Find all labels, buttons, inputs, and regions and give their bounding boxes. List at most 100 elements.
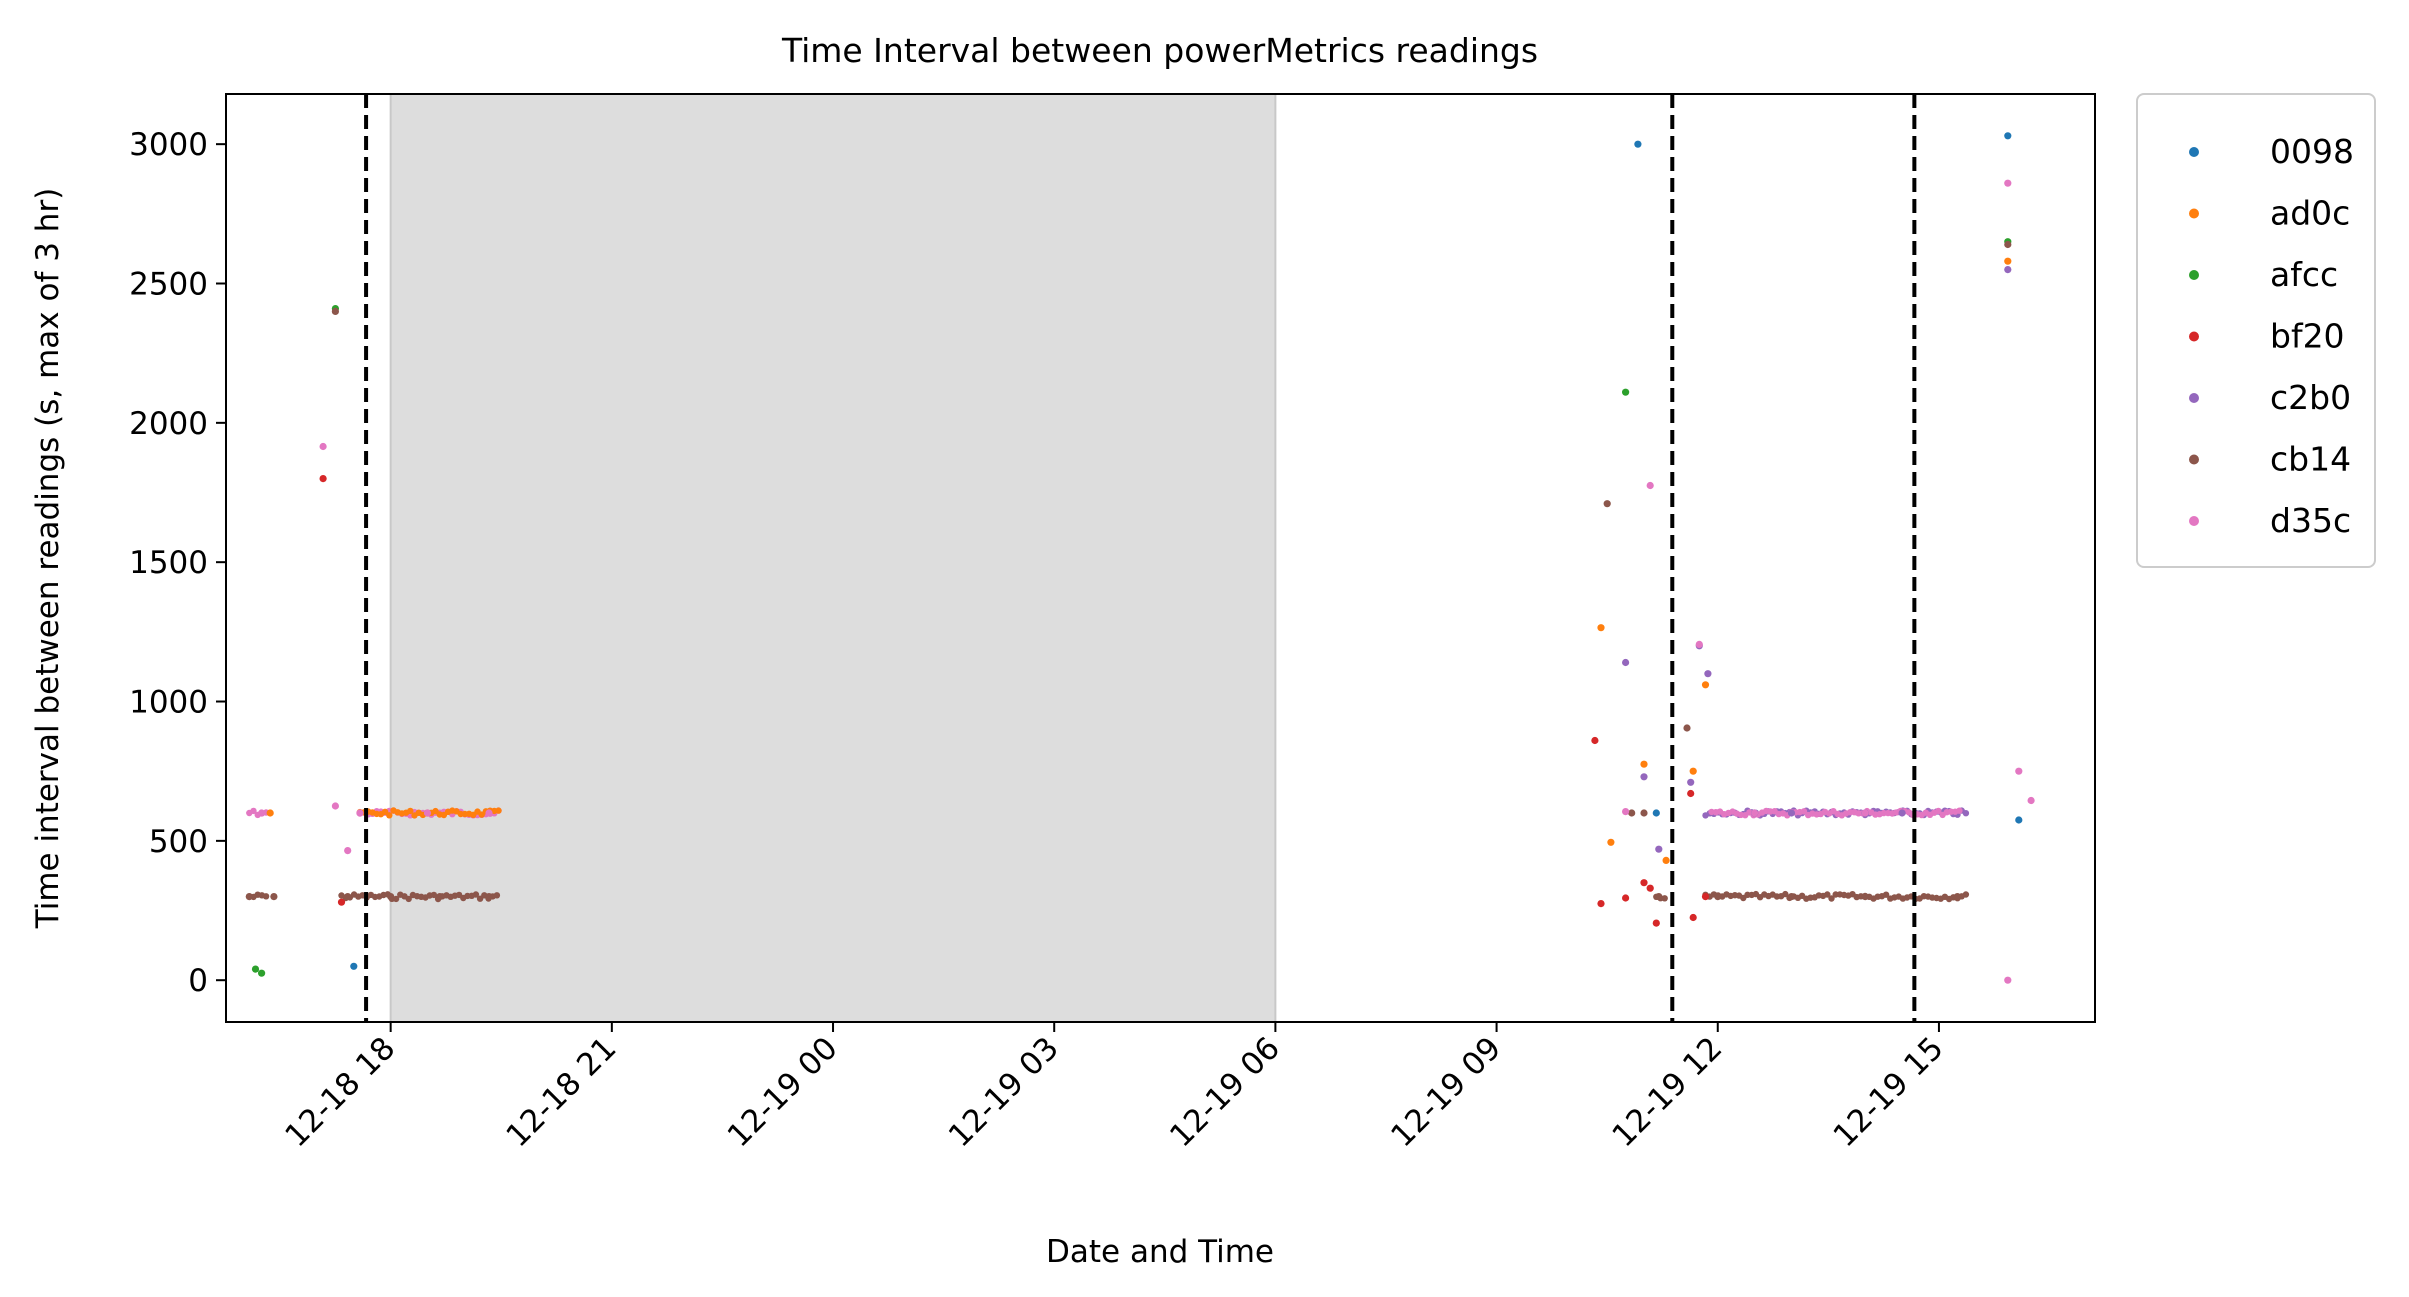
data-point-d35c — [1935, 807, 1942, 815]
data-point-bf20 — [1622, 894, 1630, 902]
data-point-cb14 — [405, 895, 412, 903]
data-point-ad0c — [1597, 624, 1605, 632]
data-point-cb14 — [1683, 724, 1691, 732]
data-point-d35c — [2004, 179, 2012, 187]
data-point-d35c — [250, 807, 257, 815]
data-point-cb14 — [485, 893, 493, 901]
legend-label-d35c: d35c — [2270, 501, 2351, 540]
data-point-bf20 — [1597, 900, 1605, 908]
data-point-cb14 — [493, 892, 501, 899]
data-point-cb14 — [1882, 891, 1890, 898]
data-point-cb14 — [1953, 893, 1961, 901]
shaded-region-rect — [390, 94, 1276, 1022]
legend-label-ad0c: ad0c — [2270, 194, 2350, 233]
legend-label-bf20: bf20 — [2270, 317, 2345, 356]
data-point-cb14 — [430, 891, 438, 899]
y-tick-label: 1000 — [129, 685, 208, 721]
data-point-d35c — [1800, 808, 1808, 815]
data-point-0098 — [2004, 132, 2012, 140]
data-point-c2b0 — [1787, 809, 1796, 817]
legend-label-c2b0: c2b0 — [2270, 378, 2351, 417]
data-point-c2b0 — [1640, 773, 1648, 781]
data-point-bf20 — [1640, 879, 1648, 887]
shaded-region — [389, 94, 1277, 1022]
data-point-ad0c — [1607, 838, 1615, 846]
data-point-cb14 — [1962, 891, 1970, 898]
data-point-cb14 — [1603, 500, 1611, 508]
y-tick-label: 500 — [149, 824, 208, 860]
data-point-d35c — [2004, 976, 2012, 984]
data-point-cb14 — [262, 893, 270, 900]
data-point-ad0c — [1662, 856, 1670, 865]
data-point-ad0c — [1701, 681, 1710, 689]
data-point-cb14 — [1640, 809, 1648, 817]
y-tick-label: 0 — [188, 963, 208, 999]
data-point-0098 — [350, 962, 358, 970]
data-point-cb14 — [1655, 893, 1663, 901]
data-point-cb14 — [245, 893, 253, 901]
data-point-bf20 — [1687, 789, 1695, 798]
data-point-bf20 — [1591, 736, 1599, 745]
data-point-cb14 — [387, 893, 395, 901]
data-point-c2b0 — [1687, 778, 1695, 786]
legend-marker-cb14 — [2189, 454, 2199, 465]
legend-label-afcc: afcc — [2270, 255, 2338, 294]
data-point-cb14 — [472, 891, 480, 898]
data-point-cb14 — [1628, 809, 1636, 817]
data-point-0098 — [2015, 816, 2023, 824]
data-point-cb14 — [392, 895, 400, 903]
data-point-cb14 — [1661, 895, 1668, 902]
data-point-c2b0 — [1655, 845, 1663, 853]
data-point-afcc — [258, 969, 266, 977]
data-point-d35c — [331, 802, 339, 810]
data-point-ad0c — [1640, 760, 1648, 768]
data-point-cb14 — [1861, 893, 1869, 901]
legend-marker-0098 — [2189, 147, 2199, 157]
data-point-d35c — [258, 809, 266, 817]
data-point-cb14 — [344, 893, 352, 901]
data-point-ad0c — [407, 807, 414, 815]
data-point-d35c — [423, 809, 432, 817]
data-point-d35c — [1646, 481, 1654, 490]
data-point-d35c — [2015, 767, 2023, 775]
data-point-afcc — [251, 965, 260, 973]
legend-marker-afcc — [2189, 270, 2199, 280]
data-point-d35c — [344, 847, 352, 855]
data-point-cb14 — [436, 893, 444, 901]
data-point-cb14 — [331, 307, 339, 315]
vertical-dashed-lines — [364, 94, 1917, 1022]
data-point-c2b0 — [2004, 266, 2012, 274]
y-axis-ticks: 0 500 1000 1500 2000 2500 3000 — [129, 127, 226, 999]
data-point-ad0c — [381, 808, 389, 815]
data-point-bf20 — [337, 898, 346, 906]
legend-marker-bf20 — [2189, 331, 2199, 342]
data-point-d35c — [1861, 809, 1869, 817]
data-point-d35c — [319, 442, 327, 451]
y-axis-label: Time interval between readings (s, max o… — [30, 188, 66, 930]
data-point-bf20 — [1646, 884, 1654, 892]
plot-frame — [225, 93, 2096, 1023]
data-point-c2b0 — [1704, 670, 1712, 678]
y-tick-label: 1500 — [129, 545, 208, 581]
data-point-d35c — [1751, 809, 1759, 817]
data-point-d35c — [1695, 640, 1703, 649]
data-point-ad0c — [495, 807, 502, 814]
data-point-bf20 — [1652, 919, 1660, 927]
data-points — [245, 132, 2035, 984]
data-point-cb14 — [1824, 891, 1831, 898]
y-tick-label: 3000 — [129, 127, 208, 163]
data-point-c2b0 — [1898, 809, 1906, 817]
data-point-ad0c — [1689, 767, 1697, 775]
data-point-ad0c — [2004, 257, 2012, 265]
legend-label-0098: 0098 — [2270, 132, 2354, 171]
data-point-bf20 — [319, 475, 327, 483]
y-tick-label: 2500 — [129, 267, 208, 303]
data-point-cb14 — [1787, 893, 1796, 901]
data-point-d35c — [2027, 796, 2035, 805]
data-point-0098 — [1652, 809, 1660, 817]
data-point-ad0c — [386, 812, 393, 819]
data-point-c2b0 — [1962, 810, 1970, 817]
data-point-d35c — [1956, 807, 1963, 814]
data-point-cb14 — [2004, 240, 2012, 249]
